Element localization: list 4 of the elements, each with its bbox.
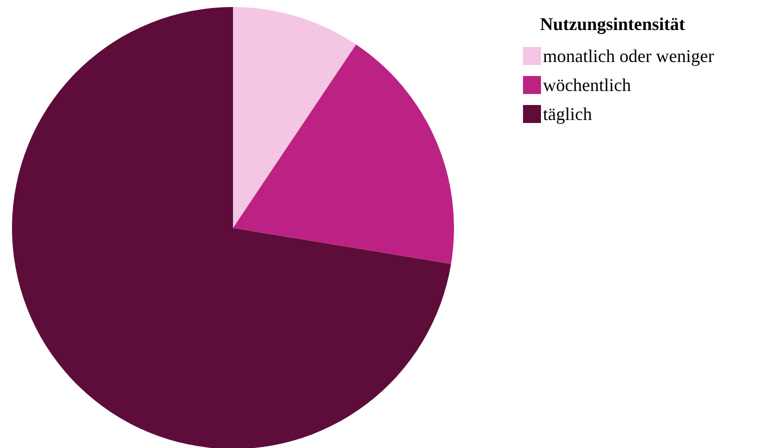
legend-label: täglich: [543, 104, 592, 124]
legend-label: wöchentlich: [543, 75, 631, 95]
legend-title: Nutzungsintensität: [540, 14, 686, 34]
legend-label: monatlich oder weniger: [543, 46, 714, 66]
